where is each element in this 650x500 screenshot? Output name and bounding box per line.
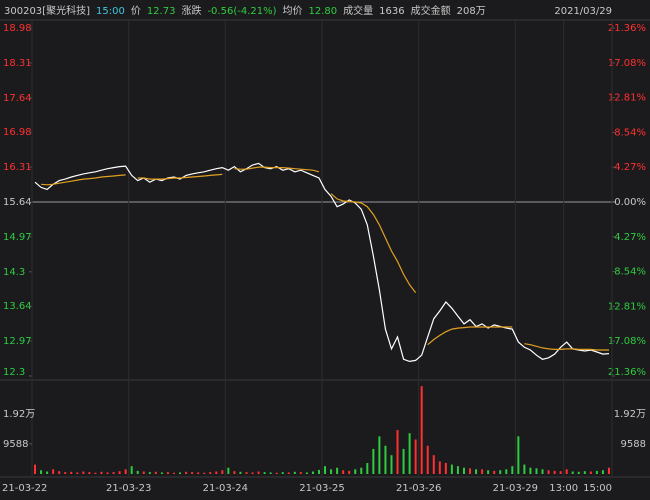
y-tick-label: 12.3 <box>3 367 25 378</box>
y2-tick-label: 8.54% <box>614 267 646 278</box>
header-item: 均价 <box>283 5 303 17</box>
volume-tick-label-right: 9588 <box>621 439 646 450</box>
x-tick-label: 21-03-24 <box>203 483 248 494</box>
x-tick-label: 21-03-23 <box>106 483 151 494</box>
y-tick-label: 18.98 <box>3 23 32 34</box>
x-tick-label: 15:00 <box>583 483 612 494</box>
header-item: 300203[聚光科技] <box>4 4 90 17</box>
header-item: 15:00 <box>96 6 125 17</box>
y-tick-label: 14.97 <box>3 232 32 243</box>
x-tick-label: 21-03-26 <box>396 483 441 494</box>
header-item: 价 <box>131 5 141 17</box>
y2-tick-label: 21.36% <box>608 23 646 34</box>
price-line <box>34 162 610 363</box>
x-tick-label: 21-03-25 <box>299 483 344 494</box>
volume-tick-label-right: 1.92万 <box>614 409 646 420</box>
y2-tick-label: 4.27% <box>614 162 646 173</box>
y2-tick-label: 8.54% <box>614 127 646 138</box>
y-tick-label: 12.97 <box>3 336 32 347</box>
header-item: 12.80 <box>309 6 338 17</box>
y2-tick-label: 12.81% <box>608 301 646 312</box>
y2-tick-label: 0.00% <box>614 197 646 208</box>
y-tick-label: 18.31 <box>3 58 32 69</box>
y2-tick-label: 12.81% <box>608 93 646 104</box>
average-line <box>41 166 609 351</box>
y-tick-label: 17.64 <box>3 93 32 104</box>
header-item: 涨跌 <box>181 4 201 17</box>
header-item: 成交量 <box>343 4 373 17</box>
x-tick-label: 21-03-22 <box>2 483 47 494</box>
x-tick-label: 13:00 <box>549 483 578 494</box>
volume-tick-label: 1.92万 <box>3 409 35 420</box>
header-item: 成交金额 <box>411 4 451 17</box>
y-tick-label: 14.3 <box>3 267 25 278</box>
y-tick-label: 13.64 <box>3 301 32 312</box>
volume-tick-label: 9588 <box>3 439 28 450</box>
header-item: 12.73 <box>147 6 176 17</box>
header-date: 2021/03/29 <box>554 6 612 17</box>
y2-tick-label: 17.08% <box>608 58 646 69</box>
header-item: 208万 <box>457 6 486 17</box>
y-tick-label: 16.98 <box>3 127 32 138</box>
y2-tick-label: 21.36% <box>608 367 646 378</box>
header-item: -0.56(-4.21%) <box>207 6 276 17</box>
y2-tick-label: 4.27% <box>614 232 646 243</box>
y-tick-label: 15.64 <box>3 197 32 208</box>
x-tick-label: 21-03-29 <box>493 483 538 494</box>
header-item: 1636 <box>379 6 404 17</box>
y2-tick-label: 17.08% <box>608 336 646 347</box>
y-tick-label: 16.31 <box>3 162 32 173</box>
